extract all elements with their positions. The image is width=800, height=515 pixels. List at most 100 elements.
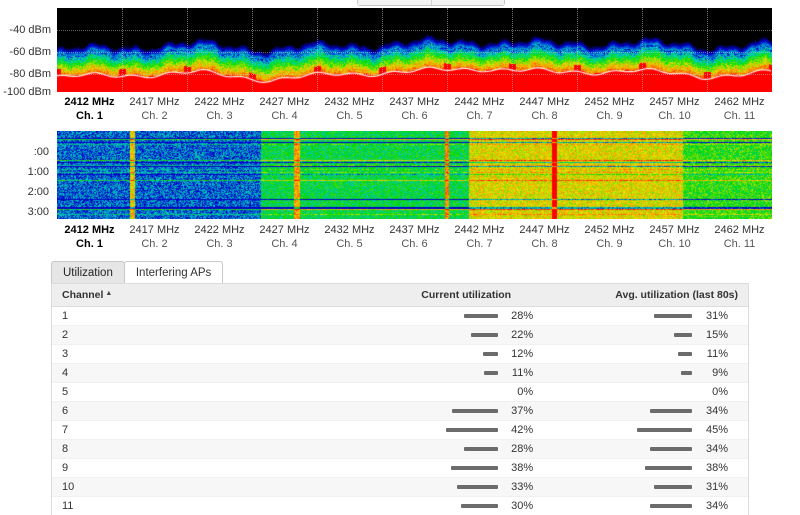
cell-channel: 1 [52, 306, 359, 326]
channel-tick-6[interactable]: 2437 MHz Ch. 6 [383, 95, 447, 124]
cell-average-utilization: 31% [553, 477, 748, 497]
channel-tick-4[interactable]: 2427 MHz Ch. 4 [253, 95, 317, 124]
channel-number-label: Ch. 6 [401, 238, 428, 250]
cell-channel: 3 [52, 344, 359, 364]
utilization-percent-label: 38% [705, 462, 728, 474]
channel-frequency-label: 2442 MHz [454, 224, 505, 236]
channel-tick-2[interactable]: 2417 MHz Ch. 2 [123, 95, 187, 124]
utilization-bar-track [368, 345, 498, 363]
channel-frequency-label: 2432 MHz [324, 224, 375, 236]
cell-channel: 8 [52, 439, 359, 459]
waterfall-time-tick-label: 1:00 [27, 166, 49, 178]
tab-interfering-aps[interactable]: Interfering APs [123, 261, 224, 283]
channel-tick-5[interactable]: 2432 MHz Ch. 5 [318, 223, 382, 252]
cell-current-utilization: 0% [358, 382, 554, 402]
channel-tick-2[interactable]: 2417 MHz Ch. 2 [123, 223, 187, 252]
channel-tick-1[interactable]: 2412 MHz Ch. 1 [58, 95, 122, 124]
utilization-bar [650, 504, 693, 508]
channel-tick-11[interactable]: 2462 MHz Ch. 11 [708, 223, 772, 252]
cell-average-utilization: 15% [553, 325, 748, 345]
channel-tick-8[interactable]: 2447 MHz Ch. 8 [513, 95, 577, 124]
utilization-percent-label: 34% [705, 500, 728, 512]
utilization-bar-track [368, 421, 498, 439]
table-row[interactable]: 8 28% 34% [52, 439, 748, 459]
utilization-bar-track [563, 497, 693, 515]
channel-tick-9[interactable]: 2452 MHz Ch. 9 [578, 223, 642, 252]
channel-number-label: Ch. 11 [723, 238, 756, 250]
utilization-percent-label: 34% [705, 443, 728, 455]
waterfall-time-tick-label: :00 [33, 146, 49, 158]
channel-frequency-label: 2427 MHz [259, 224, 310, 236]
table-row[interactable]: 1 28% 31% [52, 306, 748, 326]
table-row[interactable]: 7 42% 45% [52, 420, 748, 440]
table-row[interactable]: 9 38% 38% [52, 458, 748, 478]
channel-tick-9[interactable]: 2452 MHz Ch. 9 [578, 95, 642, 124]
table-row[interactable]: 2 22% 15% [52, 325, 748, 345]
table-row[interactable]: 6 37% 34% [52, 401, 748, 421]
top-toolbar[interactable] [357, 0, 505, 6]
channel-number-label: Ch. 9 [596, 238, 623, 250]
channel-number-label: Ch. 1 [76, 238, 103, 250]
utilization-bar-track [368, 497, 498, 515]
channel-number-label: Ch. 10 [658, 110, 691, 122]
column-header-channel-label: Channel [62, 289, 104, 301]
table-row[interactable]: 3 12% 11% [52, 344, 748, 364]
cell-channel: 5 [52, 382, 359, 402]
table-row[interactable]: 10 33% 31% [52, 477, 748, 497]
waterfall-plot-area[interactable] [57, 131, 772, 219]
channel-frequency-label: 2462 MHz [714, 224, 765, 236]
waterfall-chart: :00 1:00 2:00 3:00 [0, 131, 800, 219]
spectrum-y-tick-label: -80 dBm [9, 68, 51, 80]
channel-tick-3[interactable]: 2422 MHz Ch. 3 [188, 95, 252, 124]
spectrum-y-tick-label: -60 dBm [9, 46, 51, 58]
channel-frequency-label: 2462 MHz [714, 96, 765, 108]
channel-tick-3[interactable]: 2422 MHz Ch. 3 [188, 223, 252, 252]
channel-frequency-label: 2427 MHz [259, 96, 310, 108]
channel-tick-1[interactable]: 2412 MHz Ch. 1 [58, 223, 122, 252]
channel-frequency-label: 2457 MHz [649, 224, 700, 236]
column-header-average-utilization[interactable]: Avg. utilization (last 80s) [553, 284, 748, 307]
channel-frequency-label: 2417 MHz [129, 96, 180, 108]
channel-frequency-label: 2457 MHz [649, 96, 700, 108]
spectrum-plot-area[interactable] [57, 8, 772, 92]
channel-tick-10[interactable]: 2457 MHz Ch. 10 [643, 223, 707, 252]
channel-tick-8[interactable]: 2447 MHz Ch. 8 [513, 223, 577, 252]
utilization-bar [460, 504, 498, 508]
toolbar-button-2[interactable] [431, 0, 504, 5]
channel-tick-11[interactable]: 2462 MHz Ch. 11 [708, 95, 772, 124]
tab-utilization[interactable]: Utilization [51, 261, 125, 283]
utilization-percent-label: 0% [712, 386, 728, 398]
sort-ascending-icon[interactable]: ▲ [105, 290, 113, 297]
table-row[interactable]: 4 11% 9% [52, 363, 748, 383]
spectrum-density-chart: -40 dBm -60 dBm -80 dBm -100 dBm [0, 8, 800, 98]
channel-number-label: Ch. 8 [531, 238, 558, 250]
utilization-percent-label: 37% [511, 405, 534, 417]
waterfall-time-tick-label: 2:00 [27, 186, 49, 198]
channel-tick-4[interactable]: 2427 MHz Ch. 4 [253, 223, 317, 252]
channel-tick-7[interactable]: 2442 MHz Ch. 7 [448, 95, 512, 124]
cell-channel: 10 [52, 477, 359, 497]
cell-current-utilization: 22% [358, 325, 554, 345]
utilization-bar-track [368, 383, 497, 401]
column-header-channel[interactable]: Channel ▲ [52, 284, 359, 307]
channel-tick-5[interactable]: 2432 MHz Ch. 5 [318, 95, 382, 124]
channel-frequency-label: 2422 MHz [194, 224, 245, 236]
cell-channel: 9 [52, 458, 359, 478]
channel-frequency-label: 2417 MHz [129, 224, 180, 236]
channel-number-label: Ch. 2 [141, 110, 168, 122]
channel-number-label: Ch. 3 [206, 238, 233, 250]
column-header-current-utilization[interactable]: Current utilization [358, 284, 554, 307]
channel-frequency-label: 2412 MHz [64, 96, 115, 108]
table-row[interactable]: 11 30% 34% [52, 496, 748, 515]
table-row[interactable]: 5 0% 0% [52, 382, 748, 402]
channel-tick-7[interactable]: 2442 MHz Ch. 7 [448, 223, 512, 252]
utilization-bar-track [563, 459, 693, 477]
toolbar-button-1[interactable] [358, 0, 432, 5]
table-header-row: Channel ▲ Current utilization Avg. utiliz… [52, 284, 748, 307]
channel-number-label: Ch. 1 [76, 110, 103, 122]
channel-tick-6[interactable]: 2437 MHz Ch. 6 [383, 223, 447, 252]
channel-tick-10[interactable]: 2457 MHz Ch. 10 [643, 95, 707, 124]
cell-channel: 4 [52, 363, 359, 383]
